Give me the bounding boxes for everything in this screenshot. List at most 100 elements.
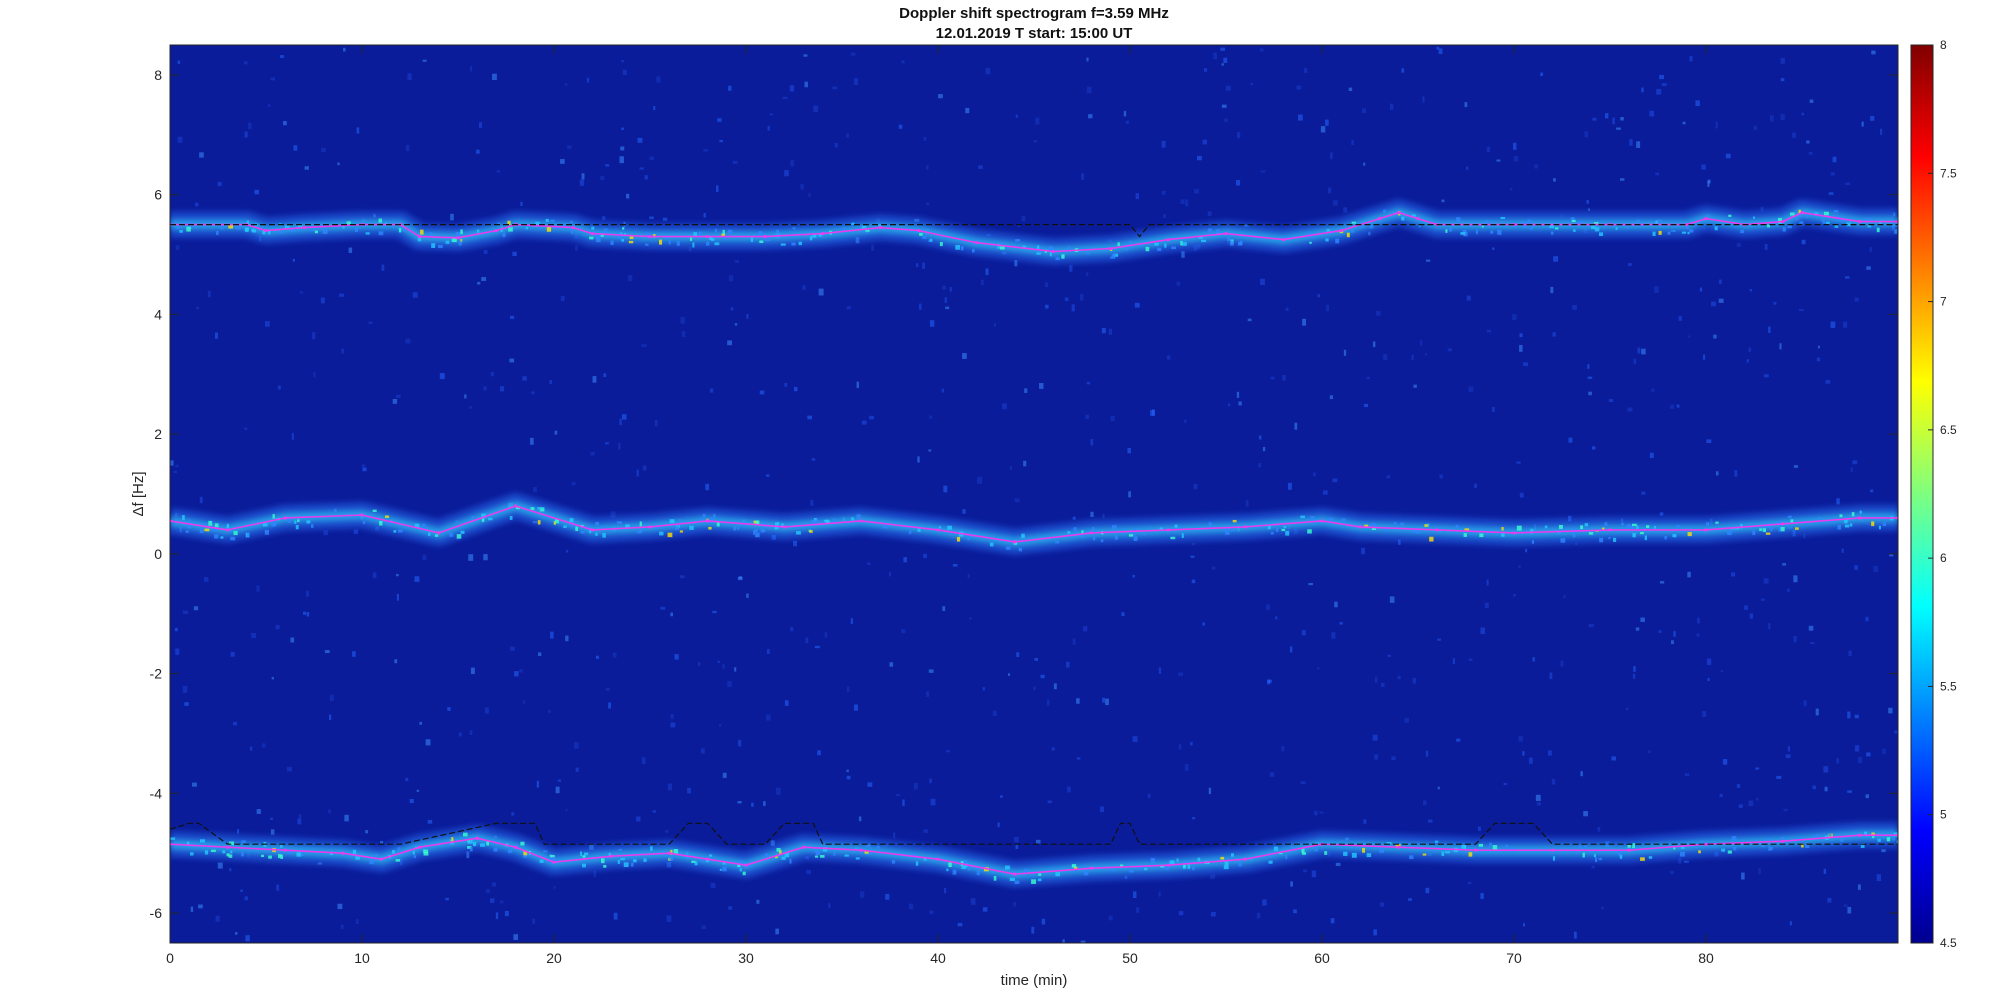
noise-speck: [1810, 641, 1815, 645]
noise-speck: [1260, 278, 1265, 286]
noise-speck: [1673, 630, 1676, 637]
noise-speck: [1601, 906, 1604, 910]
band-speck: [507, 849, 513, 854]
band-speck: [1794, 217, 1799, 221]
band-speck: [1584, 523, 1589, 527]
band-speck: [1632, 843, 1635, 849]
band-speck: [961, 865, 967, 870]
band-speck: [689, 237, 693, 241]
noise-speck: [1045, 304, 1049, 309]
noise-speck: [1035, 839, 1041, 844]
noise-speck: [901, 60, 905, 64]
band-speck: [1706, 522, 1710, 526]
noise-speck: [1285, 307, 1289, 311]
band-speck: [1463, 845, 1467, 850]
noise-speck: [1211, 566, 1216, 570]
band-speck: [297, 224, 303, 229]
band-speck: [550, 219, 555, 222]
band-speck: [1268, 860, 1273, 864]
band-speck: [1851, 512, 1855, 517]
noise-speck: [1293, 909, 1297, 914]
noise-speck: [1407, 898, 1412, 901]
band-speck: [1343, 851, 1348, 856]
noise-speck: [662, 217, 668, 221]
doppler-trace-point: [706, 857, 710, 861]
noise-speck: [1071, 304, 1075, 312]
noise-speck: [710, 882, 716, 888]
band-speck: [1833, 210, 1839, 213]
noise-speck: [1046, 699, 1050, 706]
band-speck: [668, 239, 671, 245]
band-speck: [580, 530, 585, 534]
band-speck: [1761, 843, 1765, 847]
doppler-trace-point: [917, 228, 921, 233]
noise-speck: [896, 793, 900, 797]
band-speck: [1817, 517, 1822, 521]
band-speck: [182, 515, 185, 520]
band-speck: [821, 520, 825, 524]
noise-speck: [361, 464, 366, 467]
noise-speck: [230, 651, 235, 657]
noise-speck: [1809, 99, 1814, 103]
noise-speck: [560, 159, 565, 164]
noise-speck: [1572, 305, 1578, 310]
band-speck: [791, 242, 796, 246]
noise-speck: [394, 659, 398, 664]
noise-speck: [929, 415, 933, 419]
band-speck: [1012, 878, 1016, 881]
noise-speck: [1326, 304, 1329, 312]
noise-speck: [1519, 492, 1524, 498]
band-speck: [645, 232, 650, 238]
band-speck: [600, 233, 604, 237]
band-speck: [460, 239, 463, 243]
band-speck: [588, 528, 592, 534]
noise-speck: [1854, 714, 1859, 719]
y-tick-label: 0: [154, 546, 162, 562]
noise-speck: [728, 275, 734, 282]
noise-speck: [1852, 460, 1858, 465]
noise-speck: [1616, 127, 1621, 130]
noise-speck: [1294, 422, 1298, 430]
noise-speck: [1001, 403, 1007, 410]
noise-speck: [1627, 407, 1633, 412]
noise-speck: [511, 812, 515, 816]
noise-speck: [962, 509, 966, 514]
noise-speck: [817, 750, 821, 756]
band-speck: [564, 223, 569, 228]
band-speck: [1577, 845, 1582, 849]
noise-speck: [1088, 114, 1093, 119]
band-speck: [244, 227, 249, 232]
band-speck: [851, 222, 855, 225]
band-speck: [737, 863, 741, 868]
noise-speck: [1425, 887, 1430, 894]
noise-speck: [1547, 750, 1552, 756]
doppler-trace-point: [418, 234, 422, 239]
band-speck: [235, 226, 241, 230]
band-speck: [393, 530, 397, 533]
band-speck: [620, 858, 625, 861]
noise-speck: [654, 420, 658, 427]
doppler-trace-point: [1435, 528, 1439, 532]
noise-speck: [190, 906, 194, 912]
noise-speck: [297, 818, 302, 825]
band-speck: [948, 862, 952, 868]
band-speck: [1225, 531, 1230, 535]
band-speck: [1876, 227, 1880, 233]
noise-speck: [1452, 658, 1456, 665]
band-speck: [947, 525, 953, 530]
noise-speck: [1343, 207, 1348, 213]
band-speck: [775, 522, 780, 526]
noise-speck: [1424, 353, 1428, 356]
band-speck: [1822, 221, 1826, 224]
band-speck: [247, 849, 251, 853]
noise-speck: [1801, 112, 1805, 116]
noise-speck: [1509, 187, 1513, 191]
band-speck: [1627, 844, 1631, 848]
noise-speck: [174, 627, 178, 632]
noise-speck: [1586, 200, 1589, 204]
noise-speck: [600, 176, 605, 181]
noise-speck: [1372, 341, 1376, 348]
noise-speck: [846, 133, 849, 138]
noise-speck: [1150, 410, 1155, 416]
noise-speck: [1289, 646, 1293, 653]
